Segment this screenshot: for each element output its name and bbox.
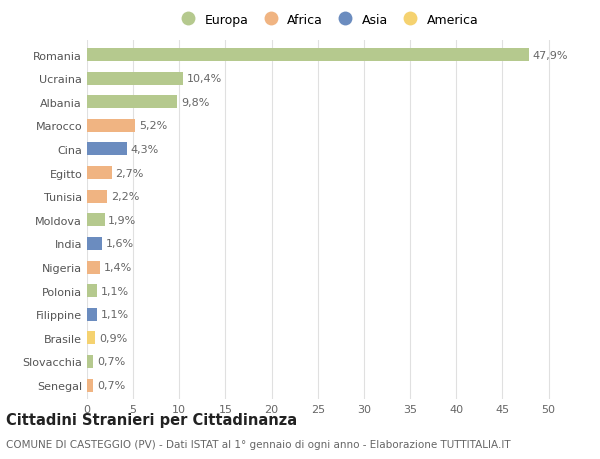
Bar: [87, 261, 100, 274]
Text: 4,3%: 4,3%: [130, 145, 158, 155]
Text: 1,9%: 1,9%: [108, 215, 136, 225]
Bar: [87, 143, 127, 156]
Bar: [87, 308, 97, 321]
Text: 0,7%: 0,7%: [97, 380, 125, 390]
Bar: [87, 355, 94, 368]
Text: 47,9%: 47,9%: [533, 50, 568, 61]
Bar: [87, 331, 95, 345]
Text: Cittadini Stranieri per Cittadinanza: Cittadini Stranieri per Cittadinanza: [6, 413, 297, 428]
Text: 1,6%: 1,6%: [106, 239, 134, 249]
Text: 1,1%: 1,1%: [101, 309, 129, 319]
Text: 2,7%: 2,7%: [116, 168, 144, 178]
Text: 0,9%: 0,9%: [99, 333, 127, 343]
Text: 5,2%: 5,2%: [139, 121, 167, 131]
Bar: [87, 190, 107, 203]
Text: 10,4%: 10,4%: [187, 74, 222, 84]
Text: COMUNE DI CASTEGGIO (PV) - Dati ISTAT al 1° gennaio di ogni anno - Elaborazione : COMUNE DI CASTEGGIO (PV) - Dati ISTAT al…: [6, 440, 511, 449]
Legend: Europa, Africa, Asia, America: Europa, Africa, Asia, America: [170, 9, 484, 32]
Text: 0,7%: 0,7%: [97, 357, 125, 367]
Text: 1,1%: 1,1%: [101, 286, 129, 296]
Bar: [87, 73, 183, 85]
Text: 2,2%: 2,2%: [111, 192, 139, 202]
Bar: [87, 379, 94, 392]
Text: 1,4%: 1,4%: [104, 263, 132, 273]
Bar: [87, 49, 529, 62]
Bar: [87, 120, 135, 133]
Text: 9,8%: 9,8%: [181, 98, 209, 107]
Bar: [87, 285, 97, 297]
Bar: [87, 167, 112, 179]
Bar: [87, 96, 178, 109]
Bar: [87, 214, 104, 227]
Bar: [87, 237, 102, 250]
